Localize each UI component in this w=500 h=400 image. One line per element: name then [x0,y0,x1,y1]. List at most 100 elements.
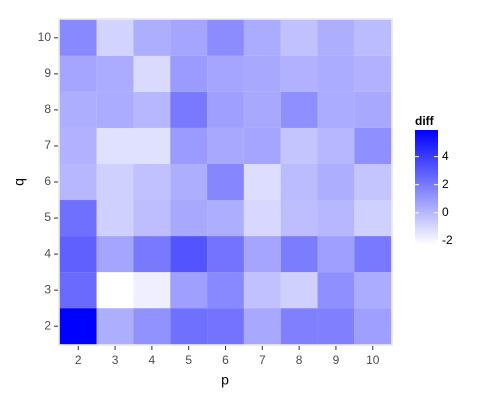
tile [354,163,392,201]
tile [96,200,134,237]
y-tick-label: 3 [44,282,51,296]
y-tick-label: 6 [44,174,51,188]
y-tick-label: 5 [44,210,51,224]
tile [170,308,208,345]
x-tick-label: 5 [185,353,192,367]
tile [243,308,281,345]
tile [170,200,208,237]
tile [59,127,97,164]
colorbar [415,130,438,245]
x-axis-title: p [221,372,229,388]
y-axis-title: q [11,178,27,186]
tile [317,272,355,309]
tile [170,272,208,309]
tile [96,308,134,345]
tile [243,55,281,92]
y-tick-label: 7 [44,138,51,152]
tile [280,127,318,164]
tile [133,200,171,237]
tile [354,91,392,128]
x-tick-label: 9 [333,353,340,367]
x-tick-label: 10 [366,353,380,367]
tile [317,163,355,201]
tile [59,308,97,345]
tile [354,19,392,56]
tile [170,55,208,92]
x-tick-label: 4 [149,353,156,367]
tile [133,308,171,345]
tile [96,272,134,309]
tile [354,236,392,273]
x-tick-label: 2 [75,353,82,367]
tile [59,163,97,201]
tile [207,91,244,128]
tile [96,91,134,128]
colorbar-label: 0 [442,205,449,219]
tile [317,19,355,56]
tile [133,19,171,56]
tile [207,236,244,273]
tile [59,55,97,92]
tile [280,19,318,56]
colorbar-label: 4 [442,149,449,163]
tile [280,55,318,92]
y-tick-label: 4 [44,246,51,260]
tile [317,308,355,345]
tile [133,55,171,92]
tile [280,200,318,237]
tile [96,236,134,273]
tile [207,308,244,345]
y-tick-label: 10 [38,30,52,44]
tile [96,127,134,164]
tile [243,91,281,128]
tile [243,236,281,273]
tile [207,272,244,309]
y-tick-label: 8 [44,102,51,116]
tile [207,127,244,164]
tile [59,200,97,237]
tile [59,91,97,128]
colorbar-label: 2 [442,177,449,191]
colorbar-label: -2 [442,233,453,247]
x-tick-label: 8 [296,353,303,367]
tile [59,272,97,309]
tile [133,127,171,164]
tile [243,127,281,164]
tile [170,19,208,56]
tile [280,236,318,273]
tile [280,91,318,128]
tile [280,163,318,201]
tile [317,91,355,128]
legend-title: diff [415,114,435,128]
tile [133,236,171,273]
tile [280,272,318,309]
tile [96,19,134,56]
x-tick-label: 6 [222,353,229,367]
tile [170,91,208,128]
y-tick-label: 9 [44,66,51,80]
tile [317,236,355,273]
tile [207,19,244,56]
tile [243,200,281,237]
tile [243,19,281,56]
tile [354,55,392,92]
tile [170,127,208,164]
x-tick-label: 3 [112,353,119,367]
tile [170,163,208,201]
tile [59,236,97,273]
tile [133,272,171,309]
tile [207,163,244,201]
tile [133,163,171,201]
tile [243,272,281,309]
tile [354,127,392,164]
tile [280,308,318,345]
tile [243,163,281,201]
tile [317,200,355,237]
tile [207,55,244,92]
tile [354,308,392,345]
tile [354,272,392,309]
tile [96,55,134,92]
tile [170,236,208,273]
tile [354,200,392,237]
